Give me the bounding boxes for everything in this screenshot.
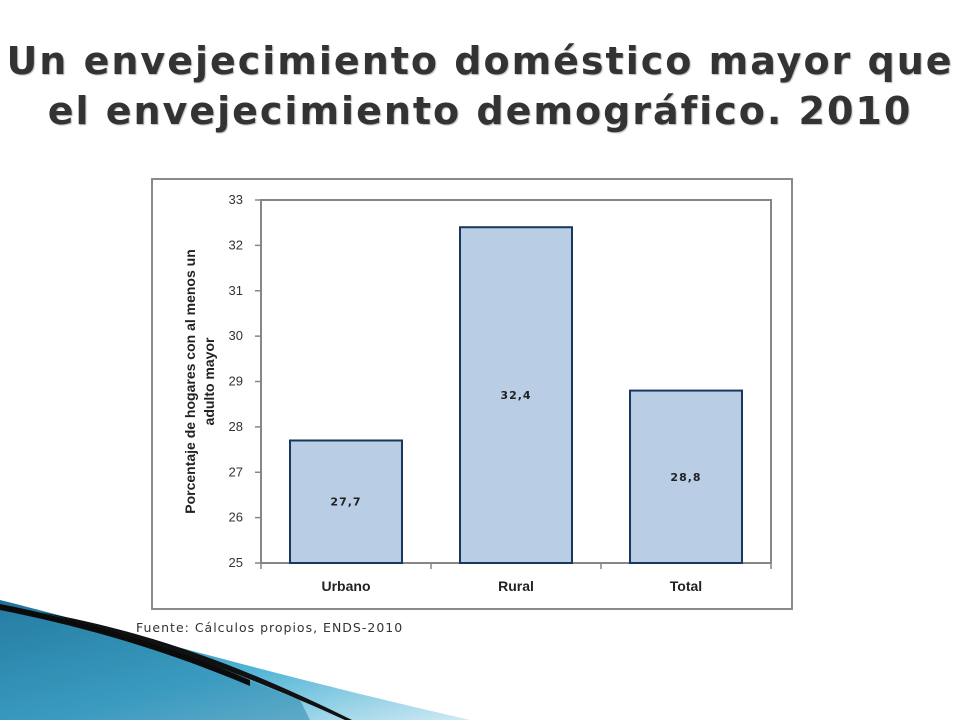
y-tick-label: 25 (229, 555, 243, 570)
y-tick-label: 33 (229, 192, 243, 207)
slide-title-line-2: el envejecimiento demográfico. 2010 (47, 89, 913, 133)
bar-chart: 25 26 27 28 29 30 31 32 33 27,7 Urbano 32,4 Rural 28,… (151, 178, 793, 610)
chart-canvas: 25 26 27 28 29 30 31 32 33 27,7 Urbano 32,4 Rural 28,… (182, 192, 772, 594)
data-label: 28,8 (670, 471, 701, 484)
bar-urbano (289, 439, 403, 564)
slide-title: Un envejecimiento doméstico mayor que el… (0, 36, 960, 136)
bar-total (629, 389, 743, 564)
x-category-label: Rural (498, 578, 534, 594)
y-tick-label: 28 (229, 419, 243, 434)
y-tick-label: 30 (229, 328, 243, 343)
slide-title-line-1: Un envejecimiento doméstico mayor que (6, 39, 954, 83)
x-category-label: Urbano (322, 578, 371, 594)
source-note: Fuente: Cálculos propios, ENDS-2010 (136, 620, 404, 635)
y-tick-label: 29 (229, 374, 243, 389)
y-tick-label: 32 (229, 237, 243, 252)
y-axis-title-line: Porcentaje de hogares con al menos un (182, 249, 198, 514)
bar-rural (459, 226, 573, 564)
y-axis-title: Porcentaje de hogares con al menos un adu… (182, 249, 217, 514)
y-tick-label: 26 (229, 510, 243, 525)
x-category-label: Total (670, 578, 702, 594)
y-tick-label: 31 (229, 283, 243, 298)
data-label: 32,4 (500, 389, 531, 402)
data-label: 27,7 (330, 496, 361, 509)
y-tick-label: 27 (229, 464, 243, 479)
y-axis-title-line: adulto mayor (201, 337, 217, 425)
